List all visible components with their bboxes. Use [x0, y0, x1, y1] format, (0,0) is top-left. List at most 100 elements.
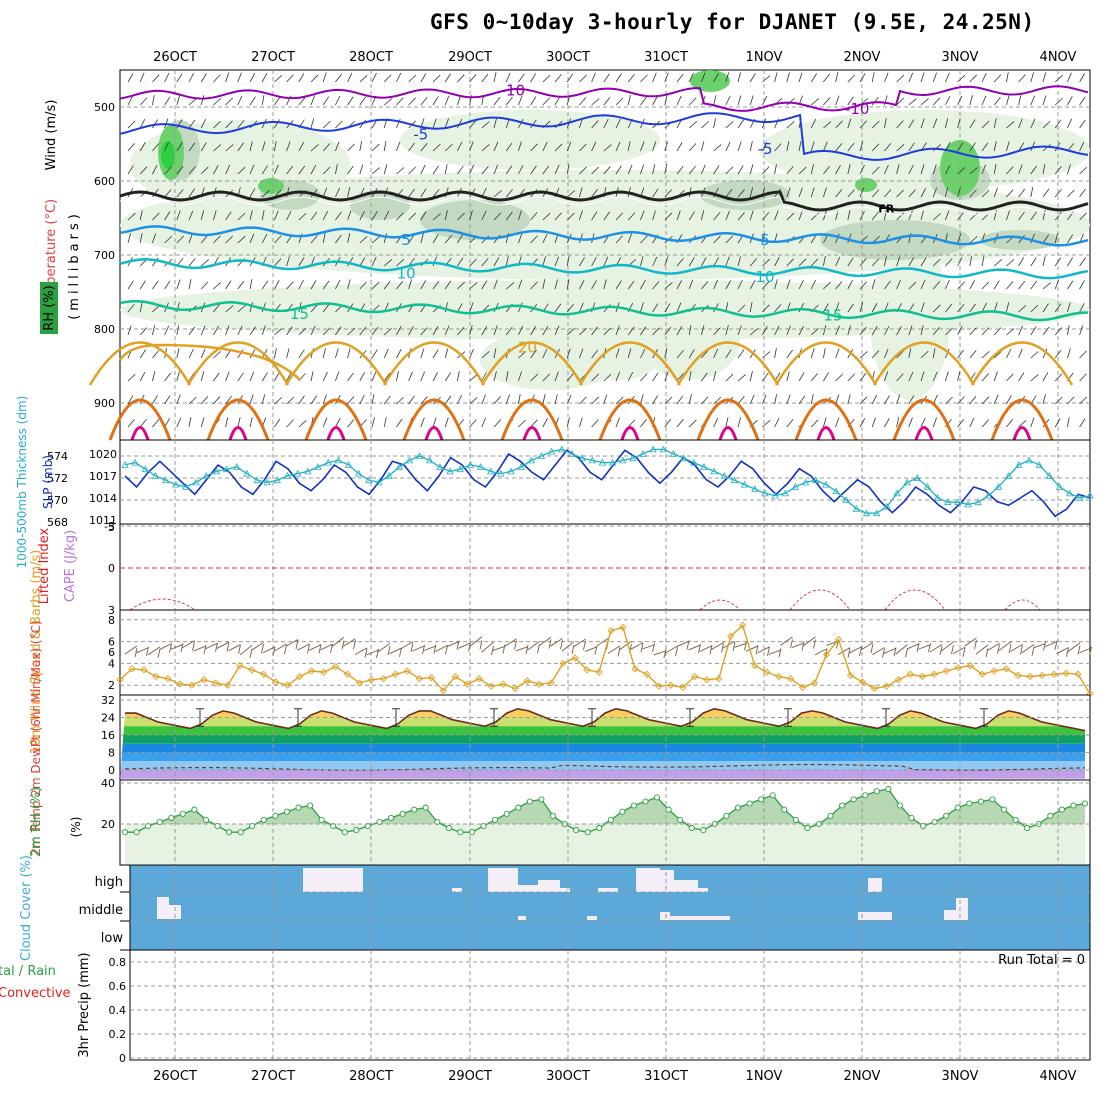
wind-barb	[688, 325, 692, 336]
surface-wind-barb	[929, 644, 943, 653]
wind-barb	[810, 419, 819, 428]
wind-barb	[908, 395, 915, 405]
warm-contour	[186, 341, 290, 386]
surface-wind-barb	[468, 642, 471, 652]
wind-barb	[603, 96, 611, 106]
wind-barb	[688, 419, 697, 428]
wind-barb	[213, 74, 221, 83]
wind-barb	[493, 164, 499, 175]
surface-wind-barbs	[124, 636, 1092, 659]
wind-barb	[335, 348, 339, 359]
wind-barb	[823, 325, 827, 336]
precip-tick-label: 0.8	[109, 956, 127, 969]
surface-wind-barb	[1031, 646, 1035, 656]
surface-wind-barb	[157, 648, 161, 658]
surface-wind-barb	[665, 645, 678, 654]
wind-speed-point	[942, 667, 950, 675]
wind-barb	[810, 212, 819, 221]
lifted-index-curve	[789, 589, 851, 611]
wind-barb	[396, 97, 404, 106]
surface-wind-barb	[721, 643, 724, 653]
wind-barb	[798, 141, 802, 152]
wind-barb	[1067, 118, 1073, 129]
wind-barb	[1054, 166, 1062, 175]
wind-barb	[176, 73, 183, 83]
wind-barb	[457, 212, 465, 221]
wind-barb	[554, 143, 563, 152]
wind-barb	[896, 97, 905, 106]
bottom-date-axis: 26OCT 27OCT 28OCT 29OCT 30OCT 31OCT 1NOV…	[153, 1069, 1076, 1084]
wind-barb	[823, 372, 829, 382]
surface-wind-barb	[364, 648, 368, 658]
wind-barb	[615, 141, 621, 152]
rh-point	[839, 802, 846, 809]
wind-barb	[579, 74, 587, 83]
wind-barb	[859, 73, 866, 83]
bottom-date-label: 29OCT	[448, 1069, 492, 1084]
wind-speed-point	[798, 683, 807, 692]
slp-tick-label: 1017	[89, 470, 117, 483]
wind-barb	[615, 371, 621, 382]
thickness-point	[537, 452, 546, 459]
wind-barb	[359, 75, 368, 83]
wind-speed-point	[978, 670, 986, 678]
precip-side-label-1: tal / Rain	[0, 964, 56, 979]
wind-barb	[701, 396, 709, 405]
contour-label: 5	[760, 231, 770, 249]
wind-speed-point	[679, 683, 687, 692]
rh-point	[353, 827, 360, 834]
rh-point	[480, 822, 487, 830]
wind-barb	[969, 74, 978, 83]
surface-wind-barb	[410, 642, 414, 652]
thickness-tick-label: 572	[47, 472, 68, 485]
wind-barb	[237, 349, 244, 359]
wind-barb	[591, 166, 599, 175]
top-date-label: 2NOV	[844, 50, 881, 65]
surface-wind-barb	[433, 644, 437, 654]
surface-wind-barb	[905, 648, 908, 658]
surface-wind-barb	[1077, 645, 1081, 655]
thickness-point	[415, 452, 424, 459]
wind-barb	[554, 74, 562, 83]
top-date-label: 1NOV	[746, 50, 783, 65]
surface-wind-barb	[709, 645, 713, 655]
wind-barb	[335, 120, 343, 129]
wind-speed-point	[331, 663, 340, 671]
wind-barb	[347, 327, 356, 336]
wind-barb	[993, 394, 999, 405]
wind-barb	[200, 259, 210, 267]
wind-speed-point	[930, 670, 938, 678]
wind-barb	[1042, 164, 1046, 175]
contour-label: 10	[756, 268, 775, 286]
surface-wind-barb	[412, 645, 425, 652]
wind-barb	[725, 189, 733, 198]
thickness-point	[893, 489, 901, 497]
wind-barb	[774, 279, 778, 290]
wind-barb	[469, 374, 478, 382]
wind-barb	[225, 235, 234, 244]
wind-barb	[274, 119, 280, 129]
wind-barb	[579, 143, 587, 152]
surface-wind-barb	[491, 646, 494, 656]
wind-barb	[213, 282, 222, 290]
dewpoint-line	[124, 763, 1086, 771]
wind-barb	[310, 74, 319, 83]
wind-barb	[457, 371, 460, 382]
wind-speed-point	[643, 670, 651, 678]
wind-barb	[152, 280, 159, 290]
wind-barb	[920, 72, 925, 83]
wind-barb	[835, 189, 843, 198]
surface-wind-barb	[640, 643, 644, 653]
wind-barb	[383, 348, 389, 359]
wind-barb	[481, 351, 490, 359]
wind-barb	[1054, 303, 1062, 313]
wind-barb	[371, 72, 377, 83]
wind-barb	[261, 189, 270, 198]
wind-barb	[139, 327, 148, 336]
wind-barb	[554, 256, 560, 267]
wind-barb	[432, 256, 437, 267]
